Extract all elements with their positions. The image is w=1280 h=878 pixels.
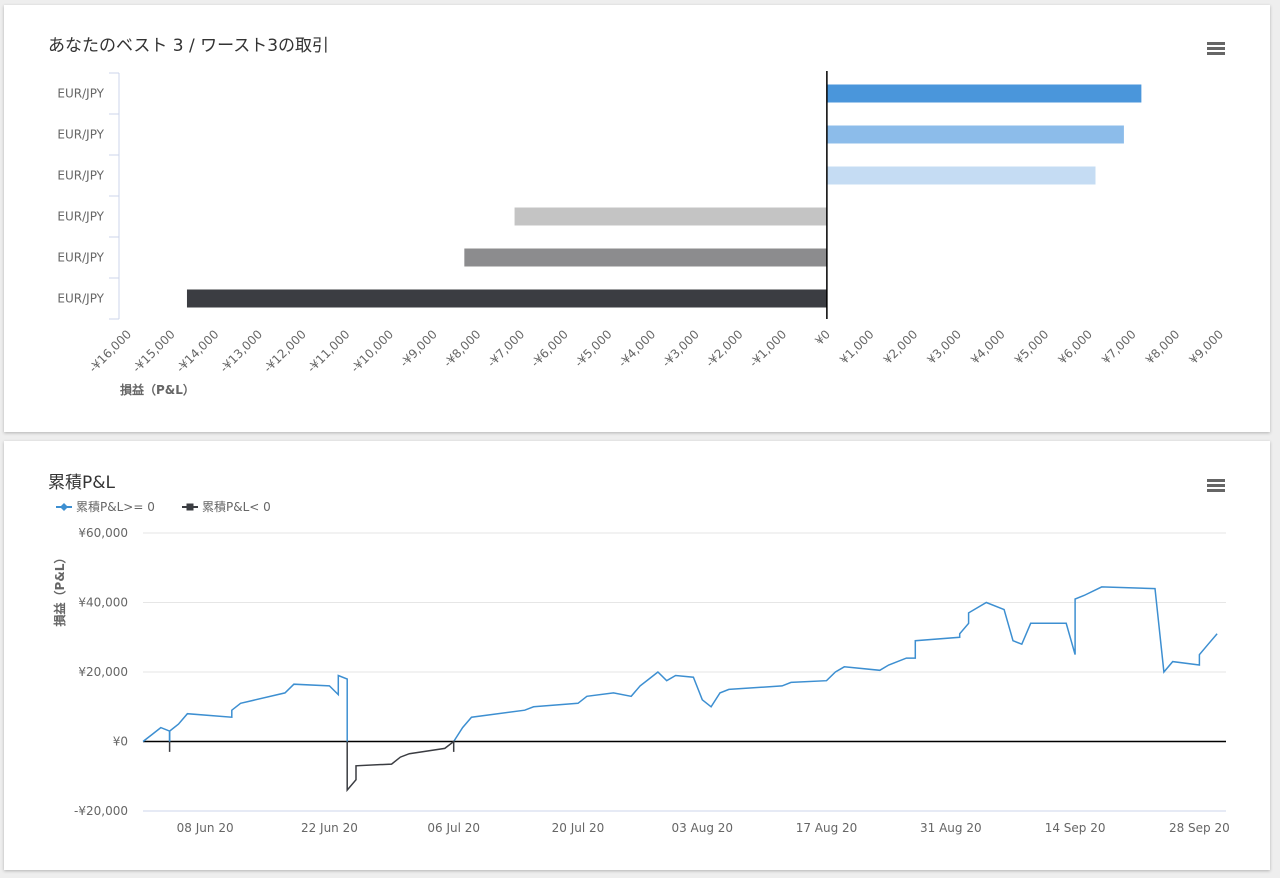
x-tick-label: 08 Jun 20 [177, 821, 234, 835]
x-tick-label: -¥1,000 [747, 327, 790, 370]
x-tick-label: -¥12,000 [261, 327, 309, 375]
x-tick-label: -¥15,000 [130, 327, 178, 375]
x-tick-label: 31 Aug 20 [920, 821, 982, 835]
x-tick-label: ¥1,000 [837, 327, 877, 367]
data-line [346, 739, 455, 793]
menu-icon-bar [1207, 42, 1225, 45]
menu-icon-bar [1207, 484, 1225, 487]
x-tick-label: -¥5,000 [572, 327, 615, 370]
bar [186, 289, 827, 308]
y-tick-label: ¥20,000 [78, 665, 128, 679]
x-tick-label: ¥3,000 [924, 327, 964, 367]
x-tick-label: -¥2,000 [703, 327, 746, 370]
menu-icon-bar [1207, 47, 1225, 50]
x-tick-label: -¥3,000 [659, 327, 702, 370]
x-tick-label: ¥2,000 [881, 327, 921, 367]
y-tick-label: EUR/JPY [57, 251, 104, 265]
x-tick-label: -¥13,000 [217, 327, 265, 375]
bar [826, 166, 1096, 185]
data-line [168, 674, 348, 742]
legend-label: 累積P&L< 0 [202, 499, 271, 514]
chart: あなたのベスト 3 / ワースト3の取引 -¥16,000-¥15,000-¥1… [48, 36, 1227, 397]
x-tick-label: ¥0 [812, 327, 833, 348]
chart-title: あなたのベスト 3 / ワースト3の取引 [48, 36, 329, 56]
y-tick-label: EUR/JPY [57, 292, 104, 306]
x-tick-label: 03 Aug 20 [671, 821, 733, 835]
card-cumulative: 累積P&L -¥20,000 ¥0 ¥20,000 ¥40,000 ¥60,000 08 … [4, 441, 1270, 870]
legend-marker [186, 503, 194, 511]
y-tick-label: EUR/JPY [57, 87, 104, 101]
y-tick-label: EUR/JPY [57, 169, 104, 183]
x-tick-label: 22 Jun 20 [301, 821, 358, 835]
x-tick-label: -¥8,000 [441, 327, 484, 370]
x-tick-label: 17 Aug 20 [796, 821, 858, 835]
x-tick-label: -¥7,000 [485, 327, 528, 370]
chart: 累積P&L -¥20,000 ¥0 ¥20,000 ¥40,000 ¥60,000 08 … [48, 473, 1230, 835]
y-tick-label: ¥40,000 [78, 596, 128, 610]
menu-icon-bar [1207, 479, 1225, 482]
card-best-worst: あなたのベスト 3 / ワースト3の取引 -¥16,000 -¥15,000 -¥1… [4, 5, 1270, 432]
chart-title: 累積P&L [48, 473, 116, 493]
legend-item[interactable]: 累積P&L>= 0 [56, 499, 155, 514]
menu-button[interactable] [1207, 479, 1225, 492]
x-tick-label: -¥10,000 [348, 327, 396, 375]
bar [514, 207, 827, 226]
bar [464, 248, 827, 267]
x-tick-label: 14 Sep 20 [1045, 821, 1106, 835]
menu-button[interactable] [1207, 42, 1225, 55]
y-tick-label: ¥0 [113, 735, 128, 749]
x-tick-label: ¥6,000 [1055, 327, 1095, 367]
x-axis-title: 損益（P&L） [120, 382, 195, 397]
x-tick-label: -¥4,000 [616, 327, 659, 370]
bar [826, 125, 1124, 144]
x-tick-label: -¥14,000 [173, 327, 221, 375]
y-axis-title: 損益（P&L） [52, 552, 67, 627]
x-tick-label: ¥8,000 [1143, 327, 1183, 367]
bar [826, 84, 1142, 103]
menu-icon-bar [1207, 52, 1225, 55]
data-line [142, 726, 171, 743]
data-line [453, 586, 1218, 742]
legend-label: 累積P&L>= 0 [76, 499, 155, 514]
y-tick-label: ¥60,000 [78, 526, 128, 540]
legend-item[interactable]: 累積P&L< 0 [182, 499, 271, 514]
x-tick-label: ¥5,000 [1012, 327, 1052, 367]
legend-marker [60, 503, 68, 511]
x-tick-label: ¥7,000 [1099, 327, 1139, 367]
x-tick-label: 06 Jul 20 [427, 821, 480, 835]
menu-icon-bar [1207, 489, 1225, 492]
x-tick-label: -¥9,000 [397, 327, 440, 370]
x-tick-label: -¥16,000 [86, 327, 134, 375]
y-tick-label: EUR/JPY [57, 128, 104, 142]
x-tick-label: ¥9,000 [1187, 327, 1227, 367]
x-tick-label: 20 Jul 20 [552, 821, 605, 835]
y-tick-label: EUR/JPY [57, 210, 104, 224]
x-tick-label: ¥4,000 [968, 327, 1008, 367]
x-tick-label: -¥6,000 [528, 327, 571, 370]
y-tick-label: -¥20,000 [74, 804, 128, 818]
x-tick-label: 28 Sep 20 [1169, 821, 1230, 835]
x-tick-label: -¥11,000 [304, 327, 352, 375]
